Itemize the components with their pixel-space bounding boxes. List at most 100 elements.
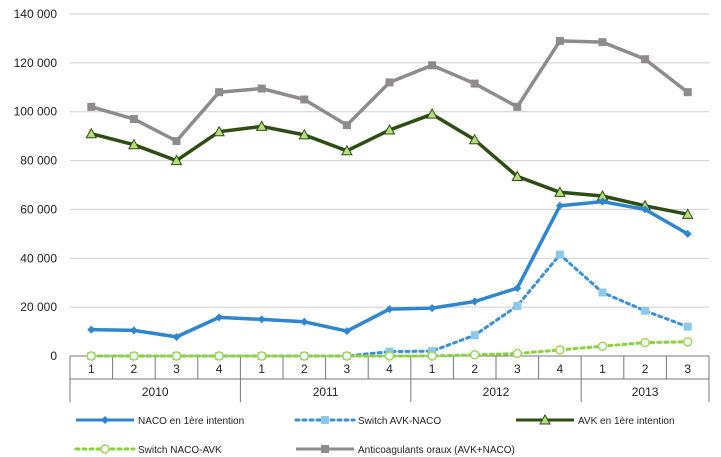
series-layer: [85, 36, 694, 361]
x-tick-label: 1: [599, 362, 606, 376]
legend-swatch-marker: [321, 416, 329, 424]
data-point: [215, 88, 224, 97]
x-tick-label: 3: [514, 362, 521, 376]
legend-swatch-marker: [100, 444, 110, 454]
legend-label: Switch NACO-AVK: [138, 445, 222, 456]
x-tick-label: 1: [258, 362, 265, 376]
x-tick-label: 1: [429, 362, 436, 376]
data-point: [383, 124, 396, 135]
data-point: [513, 301, 522, 310]
data-point: [598, 197, 607, 206]
y-axis-ticks: 0 20 000 40 000 60 000 80 000 100 000 120 000 1…: [14, 7, 58, 363]
data-point: [172, 332, 181, 341]
x-tick-label: 4: [557, 362, 564, 376]
data-point: [683, 229, 692, 238]
data-point: [555, 250, 564, 259]
legend-swatch-marker: [539, 413, 551, 425]
x-tick-label: 2: [471, 362, 478, 376]
data-point: [681, 208, 694, 219]
legend-item: Switch AVK-NACO: [294, 416, 441, 427]
legend-swatch-marker: [321, 445, 329, 453]
data-point: [257, 84, 266, 93]
y-tick-label: 120 000: [14, 56, 58, 70]
data-point: [170, 154, 183, 166]
year-label: 2010: [142, 385, 169, 399]
x-axis: 1 2 3 4 1 2 3 4 1 2 3 4 1 2 3 2010 2011 2012 2013: [69, 356, 710, 402]
x-tick-label: 3: [173, 362, 180, 376]
data-point: [213, 125, 225, 137]
data-point: [428, 347, 437, 356]
x-tick-label: 2: [301, 362, 308, 376]
year-label: 2011: [313, 385, 339, 399]
data-point: [468, 133, 481, 145]
data-point: [513, 102, 522, 111]
data-point: [513, 284, 522, 293]
data-point: [87, 102, 96, 111]
data-point: [215, 313, 224, 322]
data-point: [87, 325, 96, 334]
x-tick-label: 4: [216, 362, 223, 376]
data-point: [86, 351, 97, 361]
data-point: [598, 288, 607, 297]
y-tick-label: 140 000: [14, 7, 58, 21]
data-point: [172, 137, 181, 146]
data-point: [469, 350, 480, 360]
data-point: [85, 127, 98, 139]
data-point: [512, 348, 523, 359]
x-tick-label: 2: [131, 362, 138, 376]
legend-swatch-marker: [101, 416, 109, 424]
legend-item: Anticoagulants oraux (AVK+NACO): [296, 445, 515, 456]
series-line: [91, 199, 689, 339]
series-group: [87, 36, 692, 146]
data-point: [257, 315, 266, 324]
data-point: [128, 138, 140, 150]
y-tick-label: 40 000: [20, 251, 57, 265]
y-tick-label: 100 000: [14, 105, 58, 119]
legend-label: AVK en 1ère intention: [578, 416, 675, 427]
legend-item: AVK en 1ère intention: [516, 413, 675, 427]
data-point: [555, 201, 564, 210]
data-point: [598, 38, 607, 47]
legend-label: Switch AVK-NACO: [358, 416, 441, 427]
series-group: [85, 108, 694, 219]
data-point: [129, 351, 139, 361]
y-tick-label: 0: [50, 349, 57, 363]
y-tick-label: 80 000: [20, 154, 57, 168]
x-tick-label: 3: [344, 362, 351, 376]
legend-item: NACO en 1ère intention: [76, 416, 244, 427]
legend: NACO en 1ère intention Switch AVK-NACO AVK…: [74, 413, 675, 456]
data-point: [555, 36, 564, 45]
data-point: [554, 186, 566, 197]
data-point: [342, 121, 351, 130]
data-point: [342, 351, 352, 361]
data-point: [299, 351, 310, 361]
data-point: [342, 327, 351, 336]
data-point: [255, 120, 268, 131]
data-point: [641, 306, 650, 315]
data-point: [298, 128, 311, 140]
data-point: [428, 61, 437, 70]
data-point: [641, 205, 650, 214]
data-point: [341, 144, 353, 156]
data-point: [640, 337, 650, 348]
year-label: 2013: [632, 385, 659, 399]
data-point: [683, 88, 692, 97]
series-group: [86, 337, 693, 361]
legend-item: Switch NACO-AVK: [74, 444, 222, 456]
data-point: [385, 78, 394, 87]
data-point: [427, 351, 437, 361]
data-point: [511, 170, 524, 181]
x-tick-label: 1: [88, 362, 95, 376]
data-point: [470, 79, 479, 88]
data-point: [384, 351, 395, 361]
data-point: [682, 337, 693, 347]
data-point: [470, 297, 479, 306]
data-point: [256, 351, 267, 361]
data-point: [300, 95, 309, 104]
series-group: [87, 197, 692, 341]
x-tick-label: 2: [642, 362, 649, 376]
data-point: [129, 115, 138, 124]
data-point: [683, 322, 692, 331]
y-tick-label: 20 000: [20, 300, 57, 314]
